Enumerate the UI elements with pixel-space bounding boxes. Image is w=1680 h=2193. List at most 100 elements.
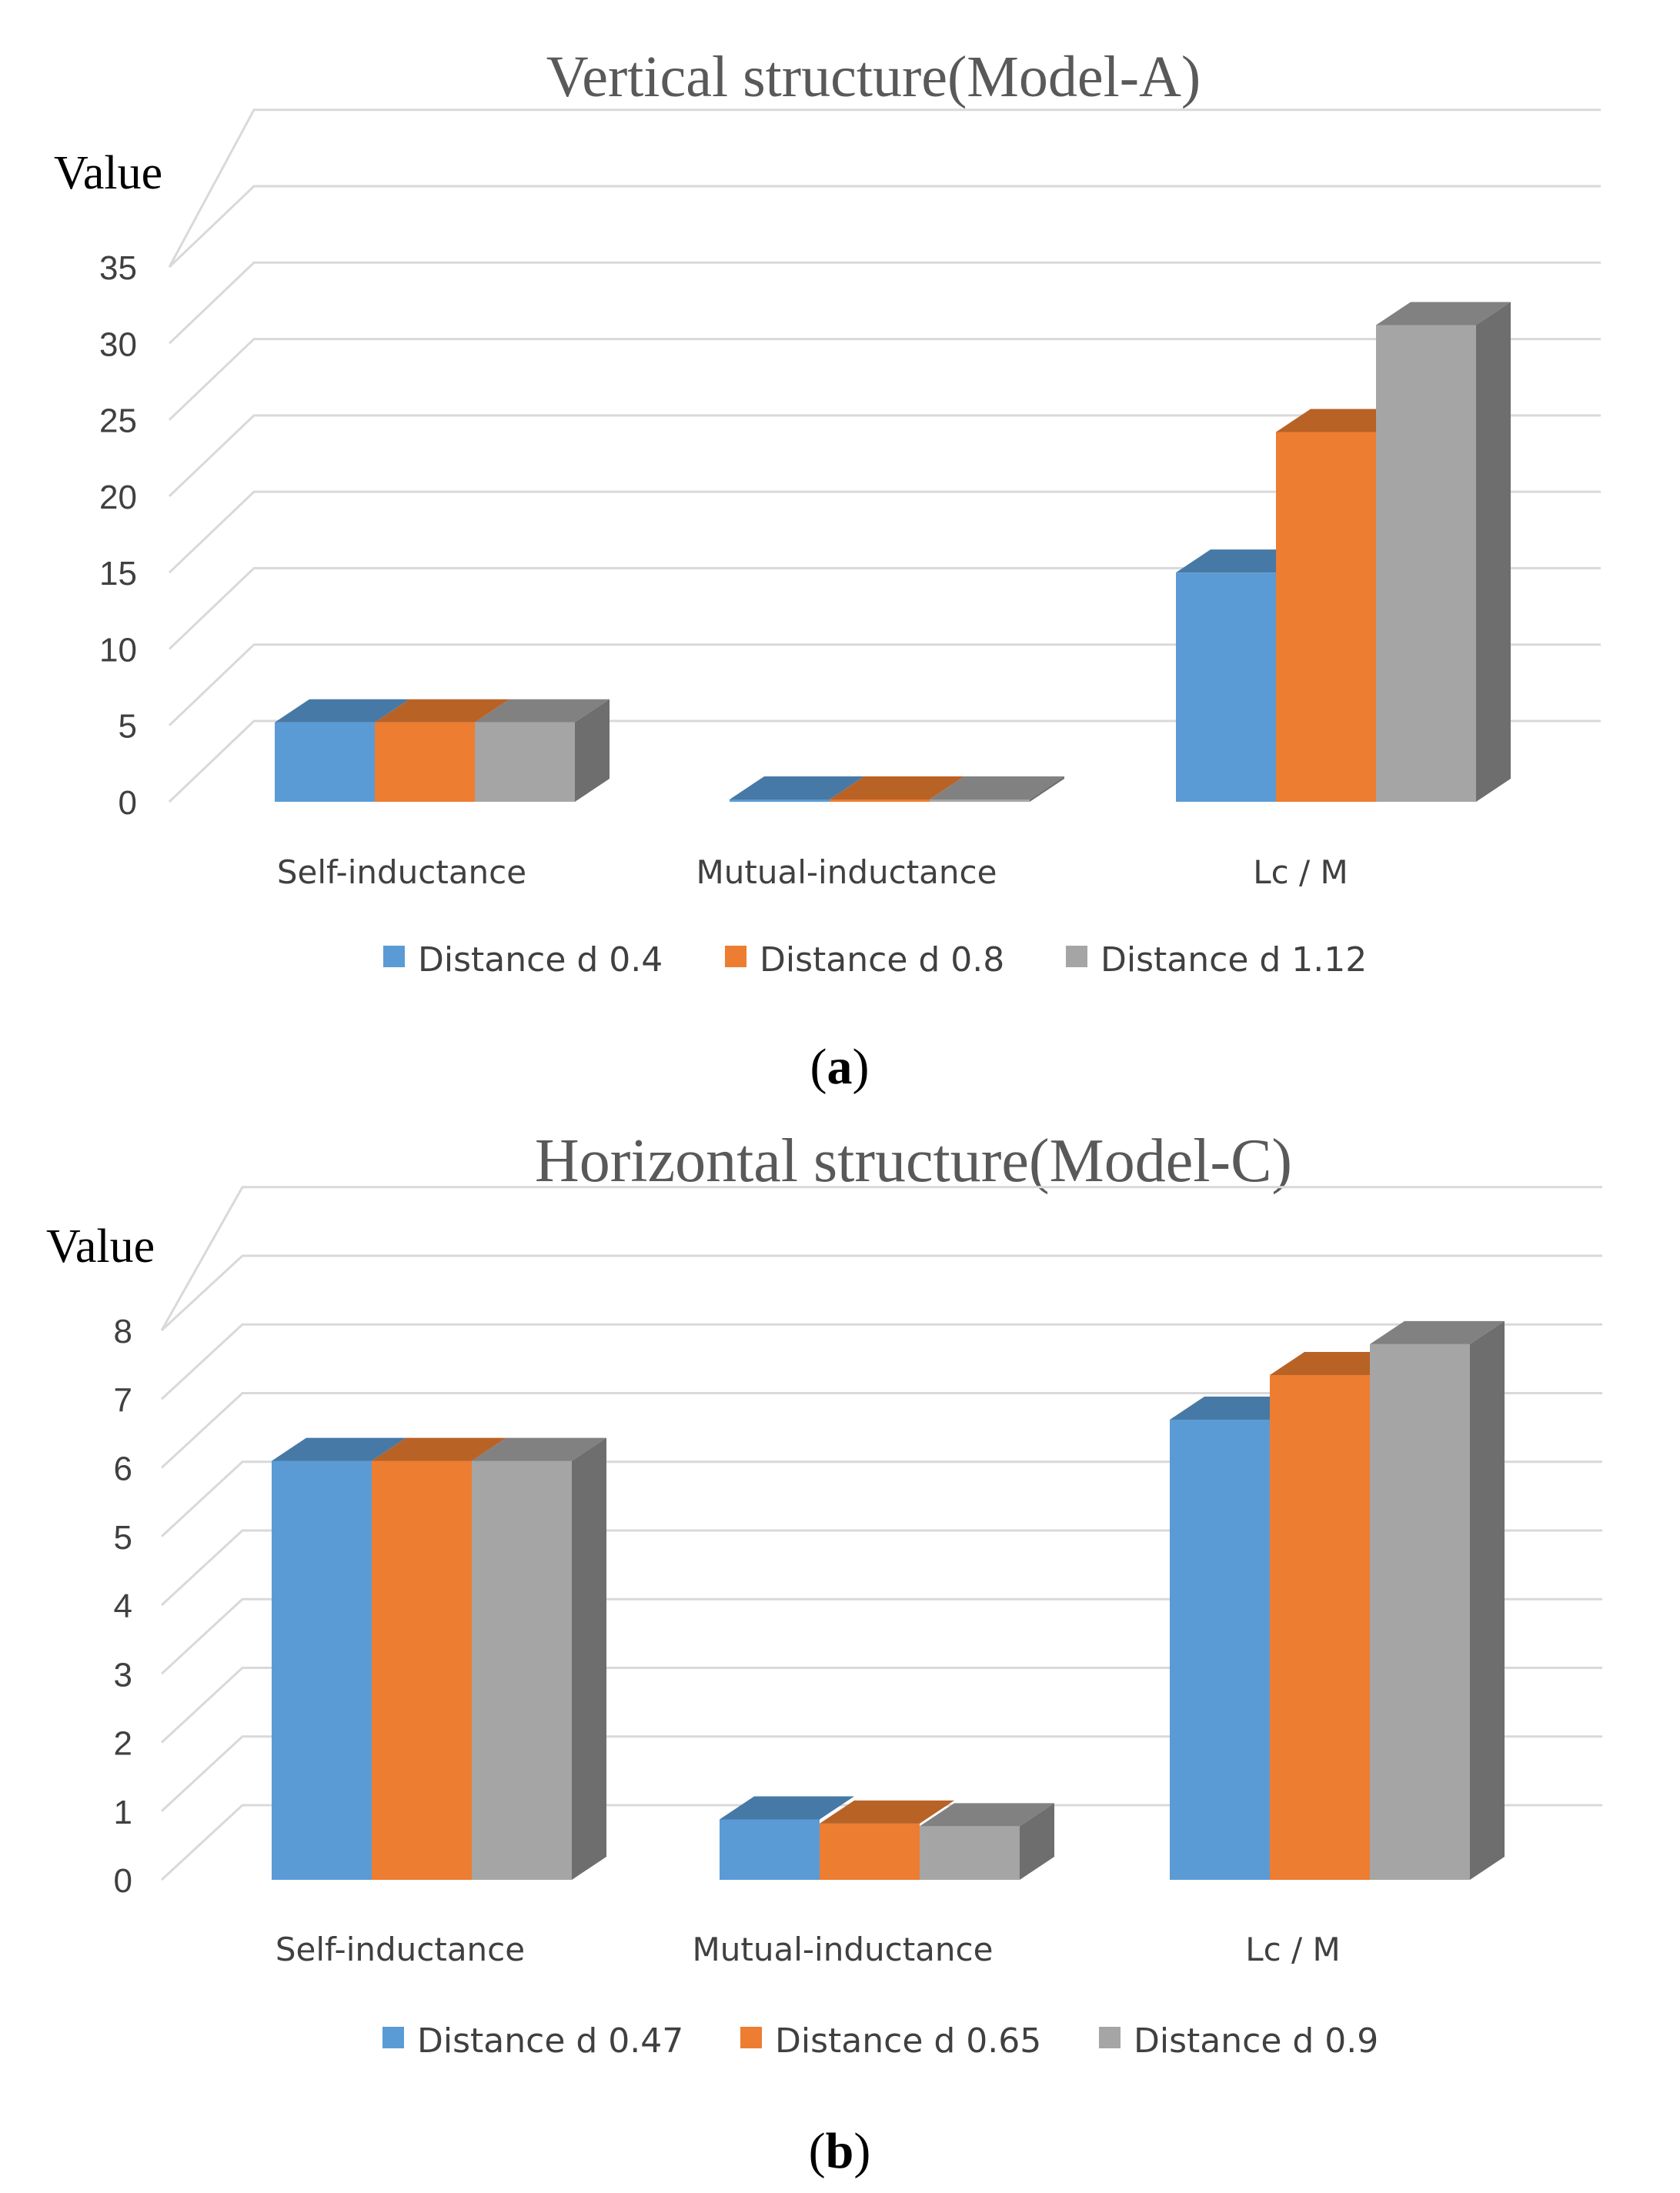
gridline (168, 414, 1601, 497)
x-category-label: Self-inductance (277, 853, 526, 891)
x-category-label: Self-inductance (276, 1931, 525, 1968)
bar-top (720, 1796, 854, 1820)
bar-side (572, 1437, 606, 1880)
gridline (160, 1323, 1602, 1400)
bar-front (1170, 1420, 1270, 1880)
bar-side (1030, 776, 1064, 802)
y-tick-label: 25 (99, 402, 137, 440)
x-category-label: Mutual-inductance (693, 1931, 994, 1968)
y-tick-label: 20 (99, 479, 137, 516)
y-tick-label: 35 (99, 249, 137, 287)
gridline-top (168, 108, 1601, 268)
y-tick-label: 30 (99, 325, 137, 363)
legend-label: Distance d 0.4 (418, 940, 663, 980)
bar-front (830, 799, 930, 802)
bar-top (472, 1437, 606, 1461)
y-tick-label: 2 (114, 1725, 132, 1763)
panel-caption: (a) (810, 1039, 870, 1095)
legend-swatch (740, 2027, 762, 2048)
bar-top (475, 699, 610, 723)
bar-front (472, 1460, 572, 1880)
bar-side (1020, 1803, 1054, 1880)
gridline-top (160, 1186, 1602, 1331)
bar-front (930, 799, 1030, 802)
caption-paren: ( (809, 2123, 826, 2179)
gridline (168, 261, 1601, 345)
y-axis-label: Value (46, 1220, 155, 1273)
bar-top (272, 1437, 406, 1461)
bar-side (575, 699, 610, 802)
y-tick-label: 5 (114, 1519, 132, 1557)
bar-top (930, 776, 1064, 799)
y-tick-label: 3 (114, 1656, 132, 1694)
chart-panel-b: Horizontal structure(Model-C) Value 0 1 2 3 4 5… (0, 1096, 1680, 2193)
panel-caption: (b) (809, 2123, 871, 2179)
legend-swatch (725, 946, 746, 967)
chart-title: Horizontal structure(Model-C) (535, 1127, 1292, 1195)
gridline (168, 643, 1601, 726)
gridline (168, 566, 1601, 650)
bar-top (1376, 302, 1511, 325)
legend-swatch (383, 946, 405, 967)
bar-front (375, 722, 475, 802)
bar-front (1176, 572, 1276, 802)
caption-paren: ) (853, 2123, 870, 2179)
legend-label: Distance d 0.65 (775, 2021, 1041, 2061)
bar-front (1276, 432, 1376, 802)
legend-swatch (382, 2027, 404, 2048)
y-tick-label: 7 (114, 1381, 132, 1419)
bar-front (730, 799, 830, 802)
bar-front (1376, 325, 1476, 802)
bar-side (1470, 1320, 1505, 1880)
chart-title: Vertical structure(Model-A) (546, 45, 1201, 109)
caption-letter: a (827, 1039, 853, 1095)
gridline (168, 185, 1601, 269)
y-tick-label: 1 (114, 1794, 132, 1831)
gridline (160, 1735, 1602, 1812)
y-tick-label: 0 (119, 784, 137, 822)
y-tick-label: 0 (114, 1862, 132, 1900)
y-tick-label: 4 (114, 1587, 132, 1625)
legend-label: Distance d 0.9 (1134, 2021, 1378, 2061)
y-axis-label: Value (54, 147, 162, 199)
chart-b-svg: Horizontal structure(Model-C) Value 0 1 2 3 4 5… (46, 1127, 1602, 2179)
x-category-label: Mutual-inductance (696, 853, 997, 891)
gridline (160, 1392, 1602, 1469)
legend-label: Distance d 0.8 (760, 940, 1004, 980)
gridline (160, 1667, 1602, 1744)
x-category-label: Lc / M (1245, 1931, 1341, 1968)
legend-label: Distance d 0.47 (417, 2021, 683, 2061)
y-tick-label: 15 (99, 555, 137, 592)
bar-front (1270, 1375, 1370, 1880)
bar-front (372, 1460, 472, 1880)
gridline (160, 1529, 1602, 1607)
chart-panel-a: Vertical structure(Model-A) Value 0 5 10 15 20… (0, 0, 1680, 1096)
gridline (160, 1254, 1602, 1332)
gridline (168, 719, 1601, 803)
gridline (160, 1460, 1602, 1537)
gridline (160, 1597, 1602, 1675)
bar-top (375, 699, 509, 723)
bar-top (275, 699, 409, 723)
bar-front (475, 722, 575, 802)
bar-front (820, 1823, 920, 1880)
bar-front (920, 1826, 1020, 1880)
bar-top (820, 1800, 954, 1824)
caption-paren: ( (810, 1039, 827, 1095)
gridline (168, 338, 1601, 421)
legend-label: Distance d 1.12 (1101, 940, 1367, 980)
x-category-label: Lc / M (1253, 853, 1348, 891)
caption-letter: b (826, 2123, 854, 2179)
bar-top (920, 1803, 1054, 1827)
gridline (160, 1804, 1602, 1881)
bar-front (275, 722, 375, 802)
bar-top (730, 776, 864, 799)
y-tick-label: 5 (119, 708, 137, 746)
caption-paren: ) (853, 1039, 870, 1095)
gridline (168, 490, 1601, 574)
bar-top (372, 1437, 506, 1461)
bar-side (1476, 302, 1511, 802)
bar-front (720, 1819, 820, 1880)
bar-top (830, 776, 964, 799)
